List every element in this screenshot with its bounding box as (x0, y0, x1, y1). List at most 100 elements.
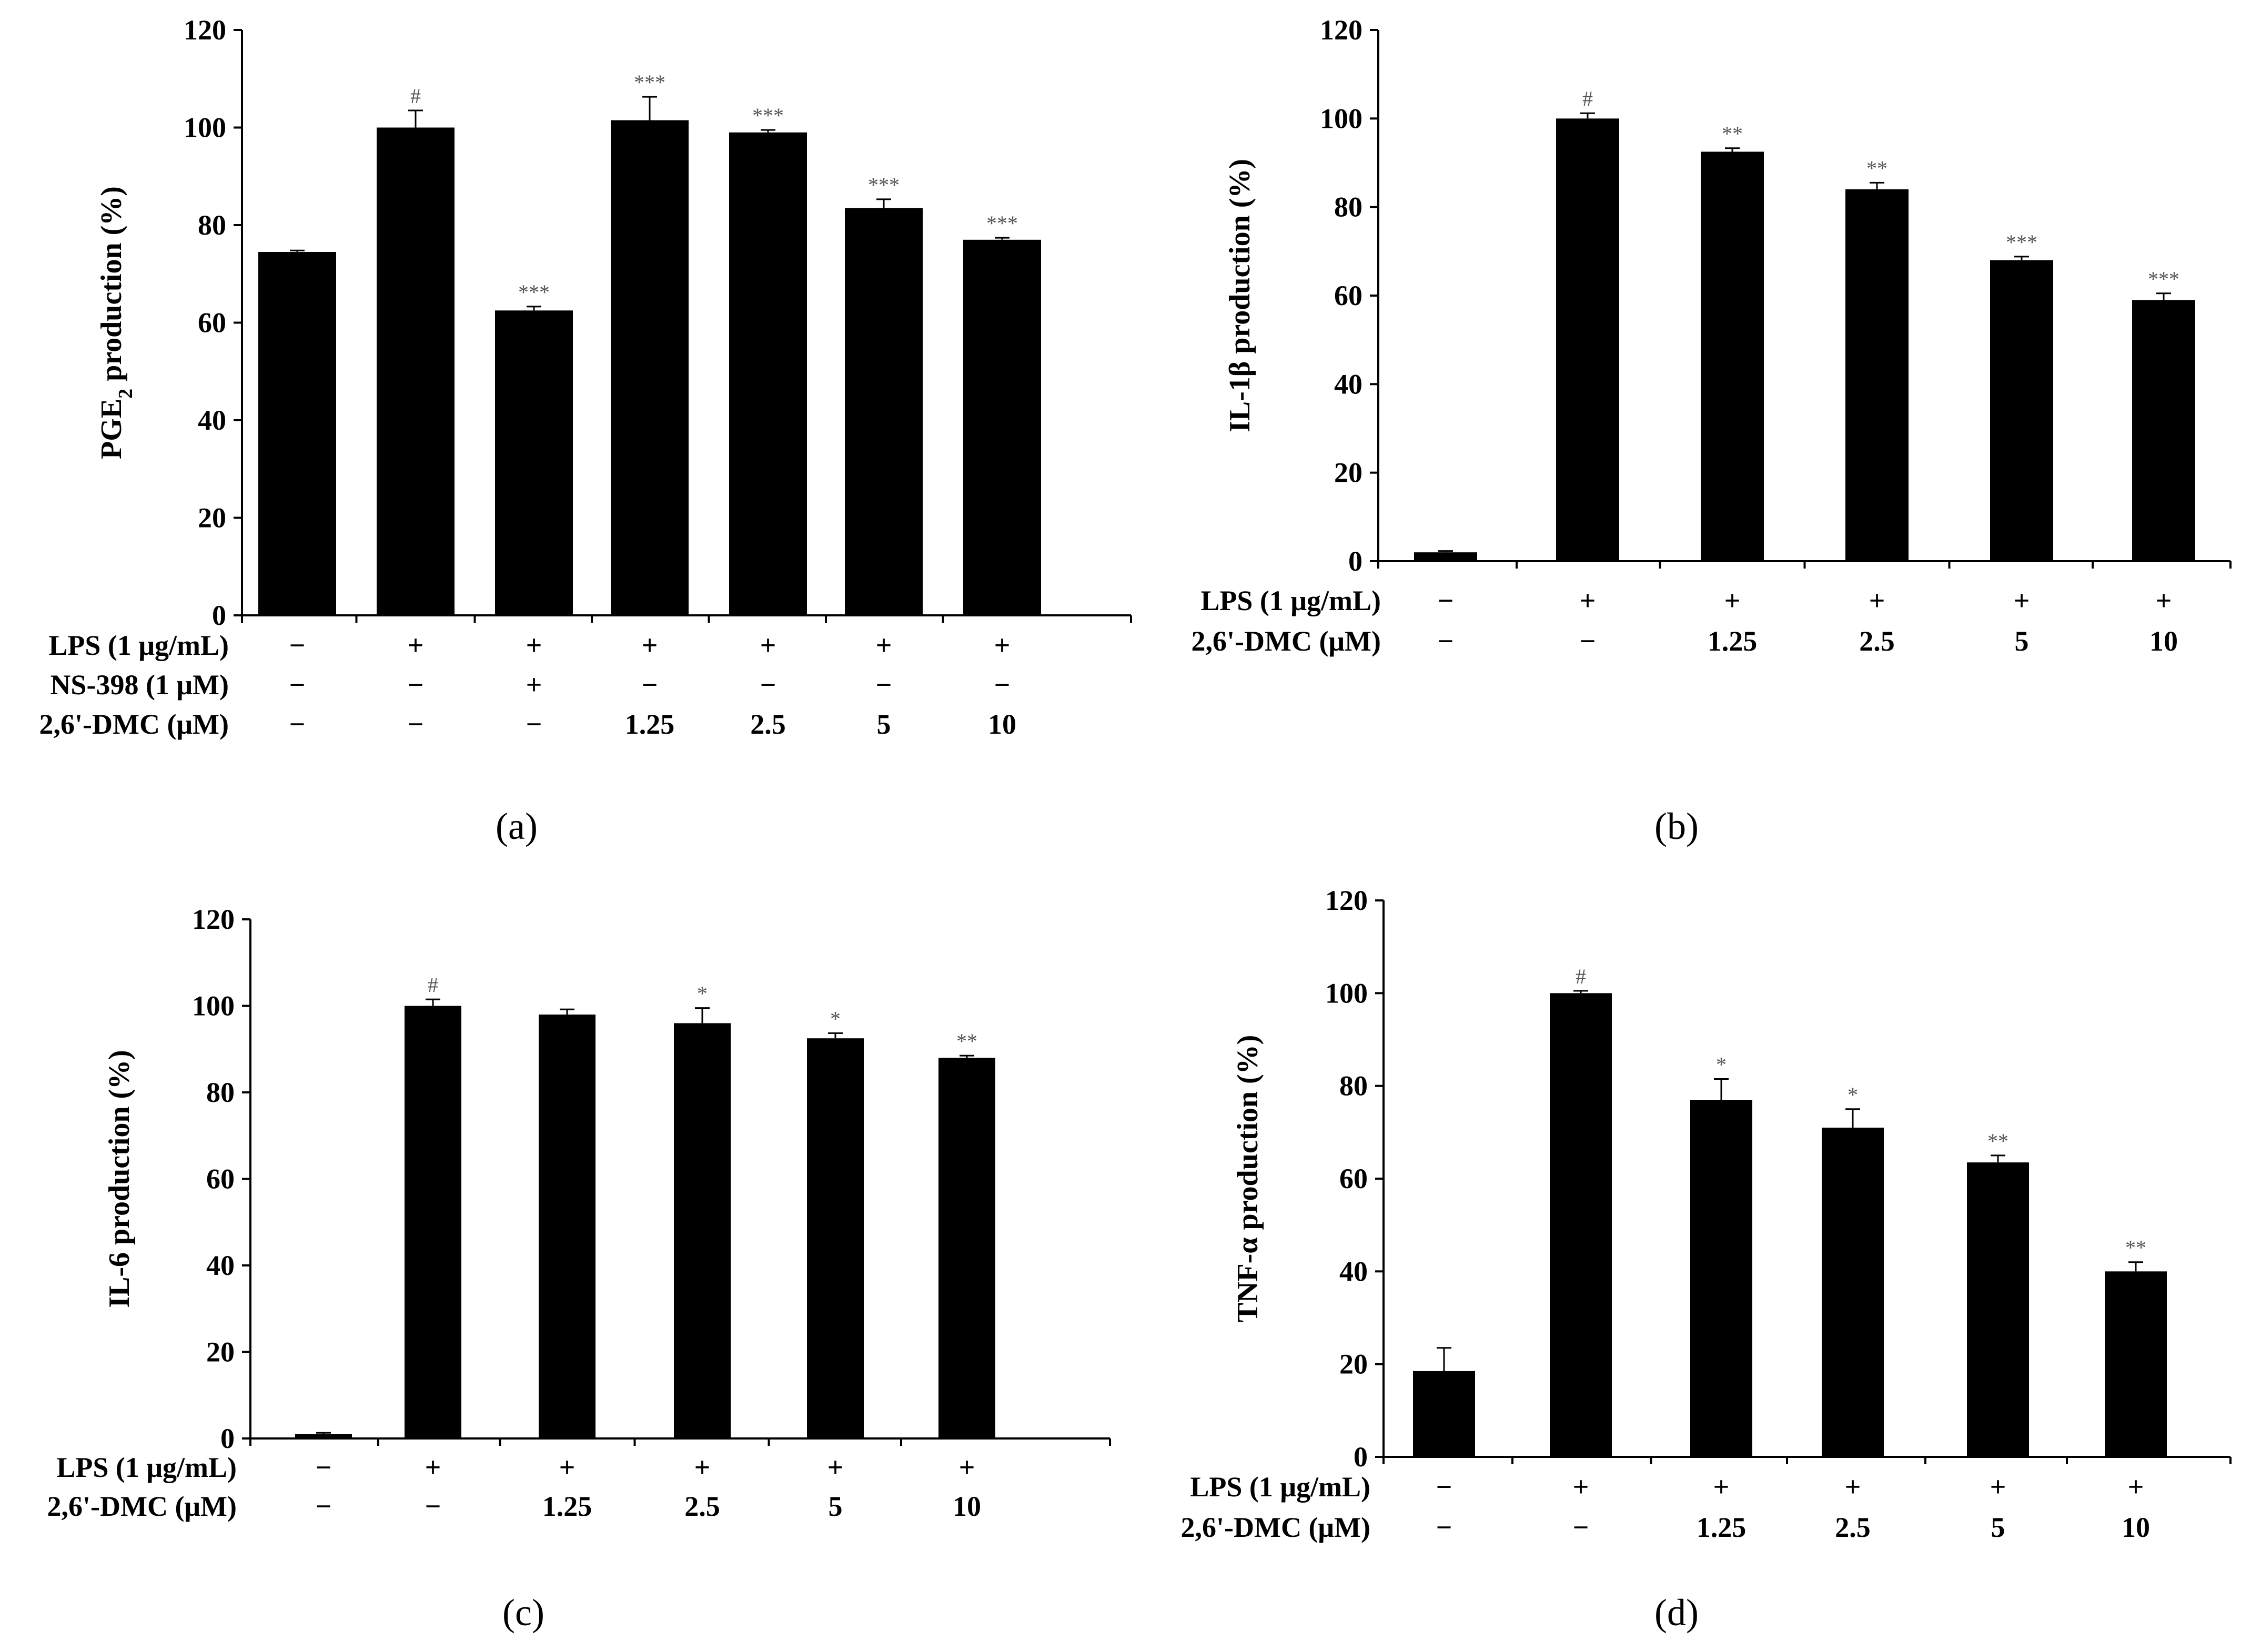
treatment-cell: 5 (1991, 1512, 2005, 1543)
significance-label: *** (634, 70, 665, 94)
panel-label: (c) (502, 1592, 544, 1634)
treatment-cell: − (526, 708, 542, 740)
bar (295, 1434, 352, 1438)
bar (539, 1014, 595, 1438)
treatment-cell: 1.25 (625, 708, 675, 740)
y-axis-label: IL-1β production (%) (1224, 159, 1256, 432)
bar (1413, 1371, 1475, 1457)
treatment-row-label: 2,6'-DMC (μM) (1181, 1512, 1371, 1543)
treatment-cell: + (425, 1452, 441, 1483)
bar (1967, 1162, 2029, 1457)
y-tick-label: 80 (1339, 1070, 1368, 1102)
bar (1414, 552, 1477, 561)
significance-label: ** (2125, 1236, 2146, 1260)
treatment-cell: 1.25 (542, 1491, 592, 1522)
y-tick-label: 100 (1325, 977, 1368, 1009)
treatment-cell: + (1724, 585, 1741, 616)
y-tick-label: 60 (1339, 1163, 1368, 1194)
significance-label: *** (2006, 230, 2037, 254)
treatment-cell: + (876, 630, 892, 661)
y-tick-label: 60 (206, 1163, 235, 1195)
treatment-cell: + (642, 630, 658, 661)
y-tick-label: 120 (192, 904, 235, 935)
significance-label: *** (752, 104, 784, 127)
y-tick-label: 100 (184, 112, 226, 144)
y-tick-label: 80 (1334, 191, 1362, 223)
significance-label: # (410, 84, 421, 108)
treatment-cell: + (1990, 1471, 2006, 1503)
treatment-cell: + (994, 630, 1011, 661)
y-tick-label: 40 (1339, 1255, 1368, 1287)
treatment-cell: 2.5 (1859, 625, 1895, 657)
treatment-cell: + (1580, 585, 1596, 616)
treatment-cell: + (526, 630, 542, 661)
significance-label: * (1716, 1052, 1727, 1076)
bar (1845, 189, 1909, 561)
significance-label: # (1582, 87, 1593, 110)
y-tick-label: 20 (206, 1336, 235, 1368)
treatment-row-label: LPS (1 μg/mL) (1200, 585, 1381, 616)
treatment-cell: − (316, 1491, 332, 1522)
treatment-cell: − (1580, 625, 1596, 657)
y-tick-label: 60 (1334, 280, 1362, 311)
bar (729, 132, 807, 615)
treatment-cell: + (559, 1452, 576, 1483)
y-axis-label: IL-6 production (%) (103, 1050, 136, 1308)
treatment-cell: 2.5 (684, 1491, 720, 1522)
y-tick-label: 0 (1348, 545, 1362, 577)
treatment-cell: − (1438, 585, 1454, 616)
treatment-cell: − (1573, 1512, 1589, 1543)
panel-label: (d) (1654, 1592, 1699, 1634)
significance-label: *** (868, 173, 900, 197)
treatment-cell: − (289, 669, 306, 701)
y-tick-label: 0 (1354, 1441, 1368, 1473)
treatment-cell: − (642, 669, 658, 701)
bar (1550, 993, 1612, 1457)
treatment-cell: − (760, 669, 776, 701)
treatment-cell: + (760, 630, 776, 661)
treatment-cell: − (425, 1491, 441, 1522)
panel-a-chart: 0 20 40 60 80 100 120 # *** *** *** *** *** LPS (1 μg… (39, 14, 1132, 847)
bar (611, 120, 689, 615)
significance-label: *** (2148, 267, 2179, 291)
y-tick-label: 100 (192, 990, 235, 1022)
bar (807, 1038, 864, 1438)
bar (845, 208, 923, 616)
treatment-cell: − (316, 1452, 332, 1483)
treatment-cell: − (876, 669, 892, 701)
treatment-cell: − (408, 669, 424, 701)
treatment-cell: + (959, 1452, 975, 1483)
y-tick-label: 40 (198, 404, 226, 436)
bar (1822, 1128, 1884, 1457)
bar (1990, 260, 2053, 562)
treatment-cell: + (2128, 1471, 2144, 1503)
bar (674, 1023, 731, 1438)
bar (258, 252, 336, 615)
y-tick-label: 60 (198, 307, 226, 339)
significance-label: *** (986, 211, 1018, 235)
treatment-cell: + (1845, 1471, 1861, 1503)
treatment-cell: − (1438, 625, 1454, 657)
significance-label: ** (956, 1029, 977, 1053)
significance-label: ** (1987, 1129, 2008, 1153)
y-axis-label: PGE2 production (%) (95, 186, 137, 459)
significance-label: # (428, 973, 438, 997)
significance-label: # (1576, 965, 1586, 988)
treatment-cell: − (408, 708, 424, 740)
panel-label: (a) (496, 805, 538, 847)
treatment-row-label: 2,6'-DMC (μM) (39, 708, 229, 740)
significance-label: ** (1866, 156, 1887, 180)
treatment-cell: 5 (2015, 625, 2029, 657)
y-tick-label: 120 (184, 14, 226, 46)
treatment-cell: 10 (953, 1491, 981, 1522)
treatment-row-label: LPS (1 μg/mL) (48, 630, 229, 661)
treatment-cell: + (2014, 585, 2030, 616)
treatment-row-label: 2,6'-DMC (μM) (1192, 625, 1381, 657)
treatment-row-label: NS-398 (1 μM) (50, 669, 229, 701)
bar (1701, 151, 1764, 561)
treatment-cell: + (1713, 1471, 1730, 1503)
treatment-cell: 10 (2122, 1512, 2150, 1543)
treatment-cell: 10 (988, 708, 1016, 740)
treatment-cell: 2.5 (1835, 1512, 1871, 1543)
